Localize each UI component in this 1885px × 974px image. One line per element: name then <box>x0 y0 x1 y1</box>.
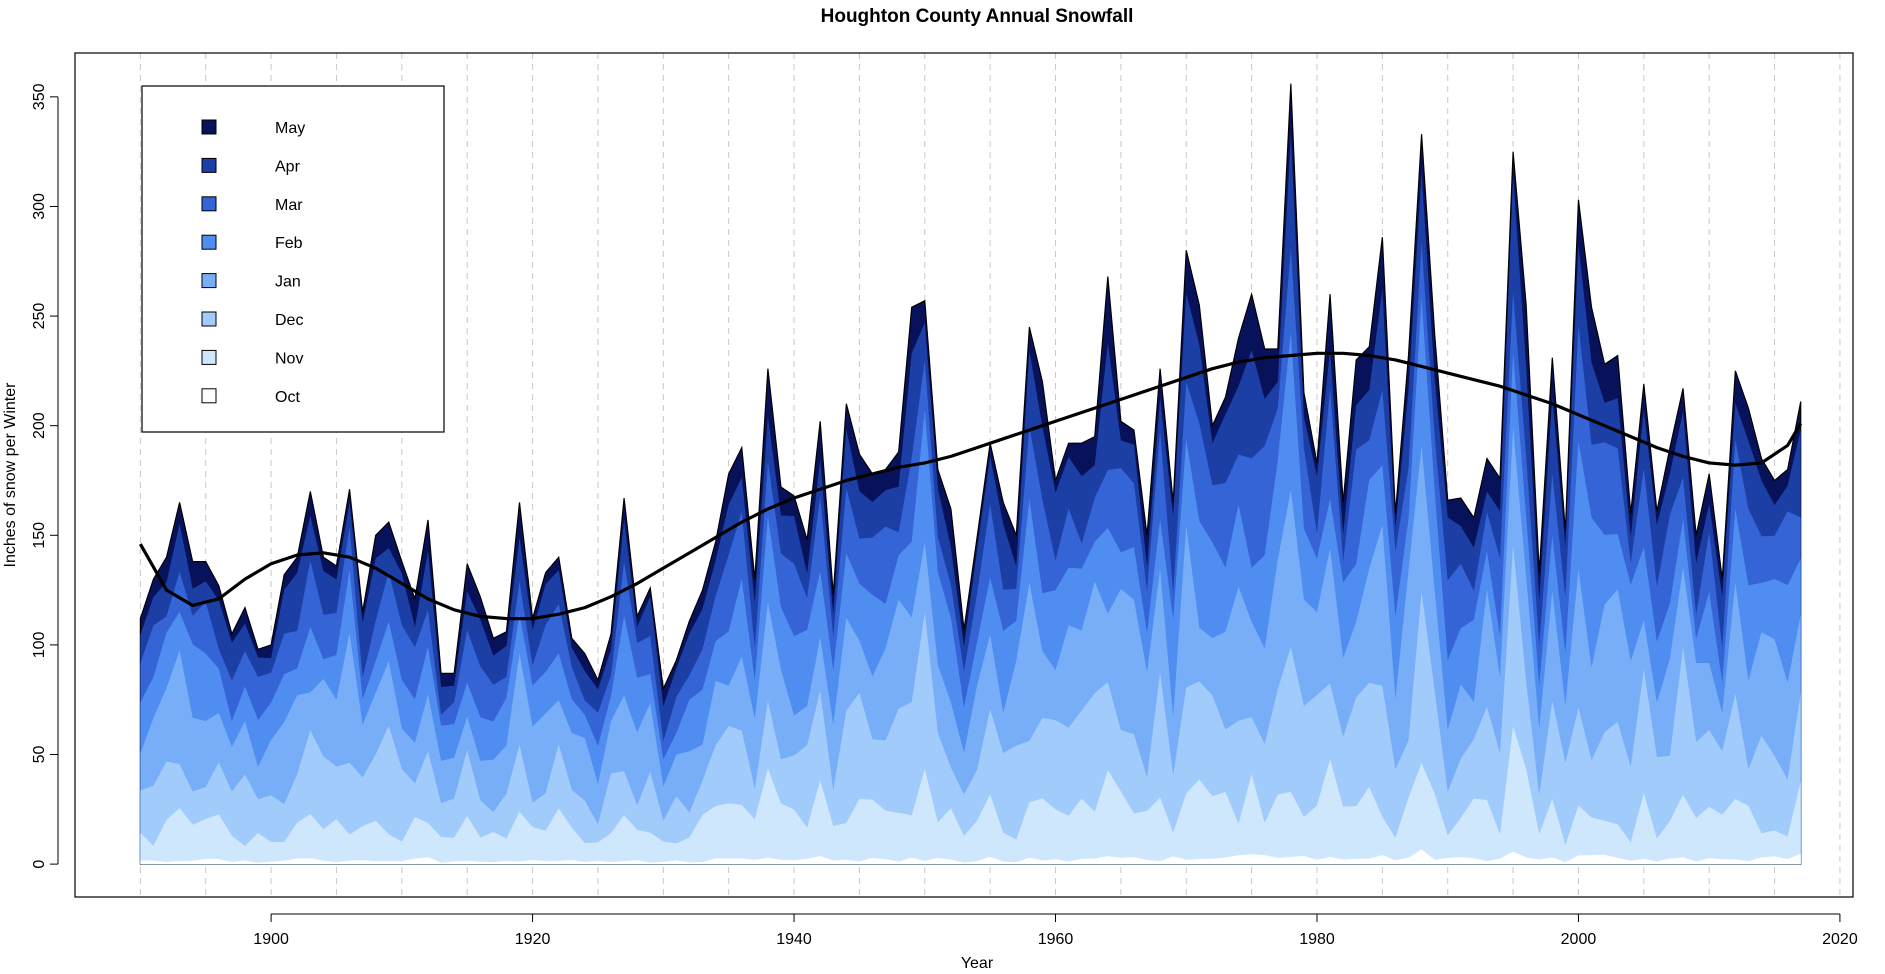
legend-swatch-may <box>201 119 217 135</box>
legend-label-may: May <box>275 120 305 137</box>
x-tick-label: 1900 <box>253 931 289 948</box>
legend-swatch-dec <box>201 311 217 327</box>
legend-label-apr: Apr <box>275 158 301 175</box>
legend-swatch-mar <box>201 196 217 212</box>
y-tick-label: 100 <box>31 631 48 658</box>
x-axis-label: Year <box>961 955 994 972</box>
legend-label-jan: Jan <box>275 274 301 291</box>
x-tick-label: 2020 <box>1822 931 1858 948</box>
trend-line <box>138 351 1803 621</box>
y-tick-label: 150 <box>31 522 48 549</box>
legend-label-oct: Oct <box>275 389 300 406</box>
y-tick-label: 300 <box>31 193 48 220</box>
x-tick-label: 2000 <box>1561 931 1597 948</box>
legend-swatch-apr <box>201 157 217 173</box>
y-tick-label: 250 <box>31 303 48 330</box>
legend-label-feb: Feb <box>275 235 303 252</box>
x-axis: 1900 1920 1940 1960 1980 2000 2020 <box>253 913 1858 948</box>
y-tick-label: 350 <box>31 83 48 110</box>
y-axis-label: Inches of snow per Winter <box>2 382 19 568</box>
y-tick-label: 200 <box>31 412 48 439</box>
y-tick-label: 50 <box>31 746 48 764</box>
stacked-areas <box>139 83 1802 865</box>
legend-label-mar: Mar <box>275 197 303 214</box>
legend: May Apr Mar Feb Jan Dec Nov Oct <box>141 85 445 433</box>
legend-label-dec: Dec <box>275 312 303 329</box>
series-area-oct <box>140 849 1801 865</box>
legend-swatch-feb <box>201 234 217 250</box>
legend-label-nov: Nov <box>275 350 303 367</box>
legend-swatch-jan <box>201 273 217 289</box>
plot-frame <box>74 52 1854 898</box>
chart-title: Houghton County Annual Snowfall <box>821 6 1134 27</box>
y-tick-label: 0 <box>31 860 48 869</box>
legend-swatch-oct <box>201 388 217 404</box>
y-axis: 0 50 100 150 200 250 300 350 <box>31 83 59 869</box>
legend-box <box>141 85 445 433</box>
x-tick-label: 1940 <box>776 931 812 948</box>
x-tick-label: 1980 <box>1299 931 1335 948</box>
trend-line-group <box>138 351 1803 621</box>
x-tick-label: 1920 <box>515 931 551 948</box>
series-area-dec <box>140 545 1801 865</box>
legend-swatch-nov <box>201 349 217 365</box>
series-area-nov <box>140 726 1801 865</box>
x-tick-label: 1960 <box>1038 931 1074 948</box>
